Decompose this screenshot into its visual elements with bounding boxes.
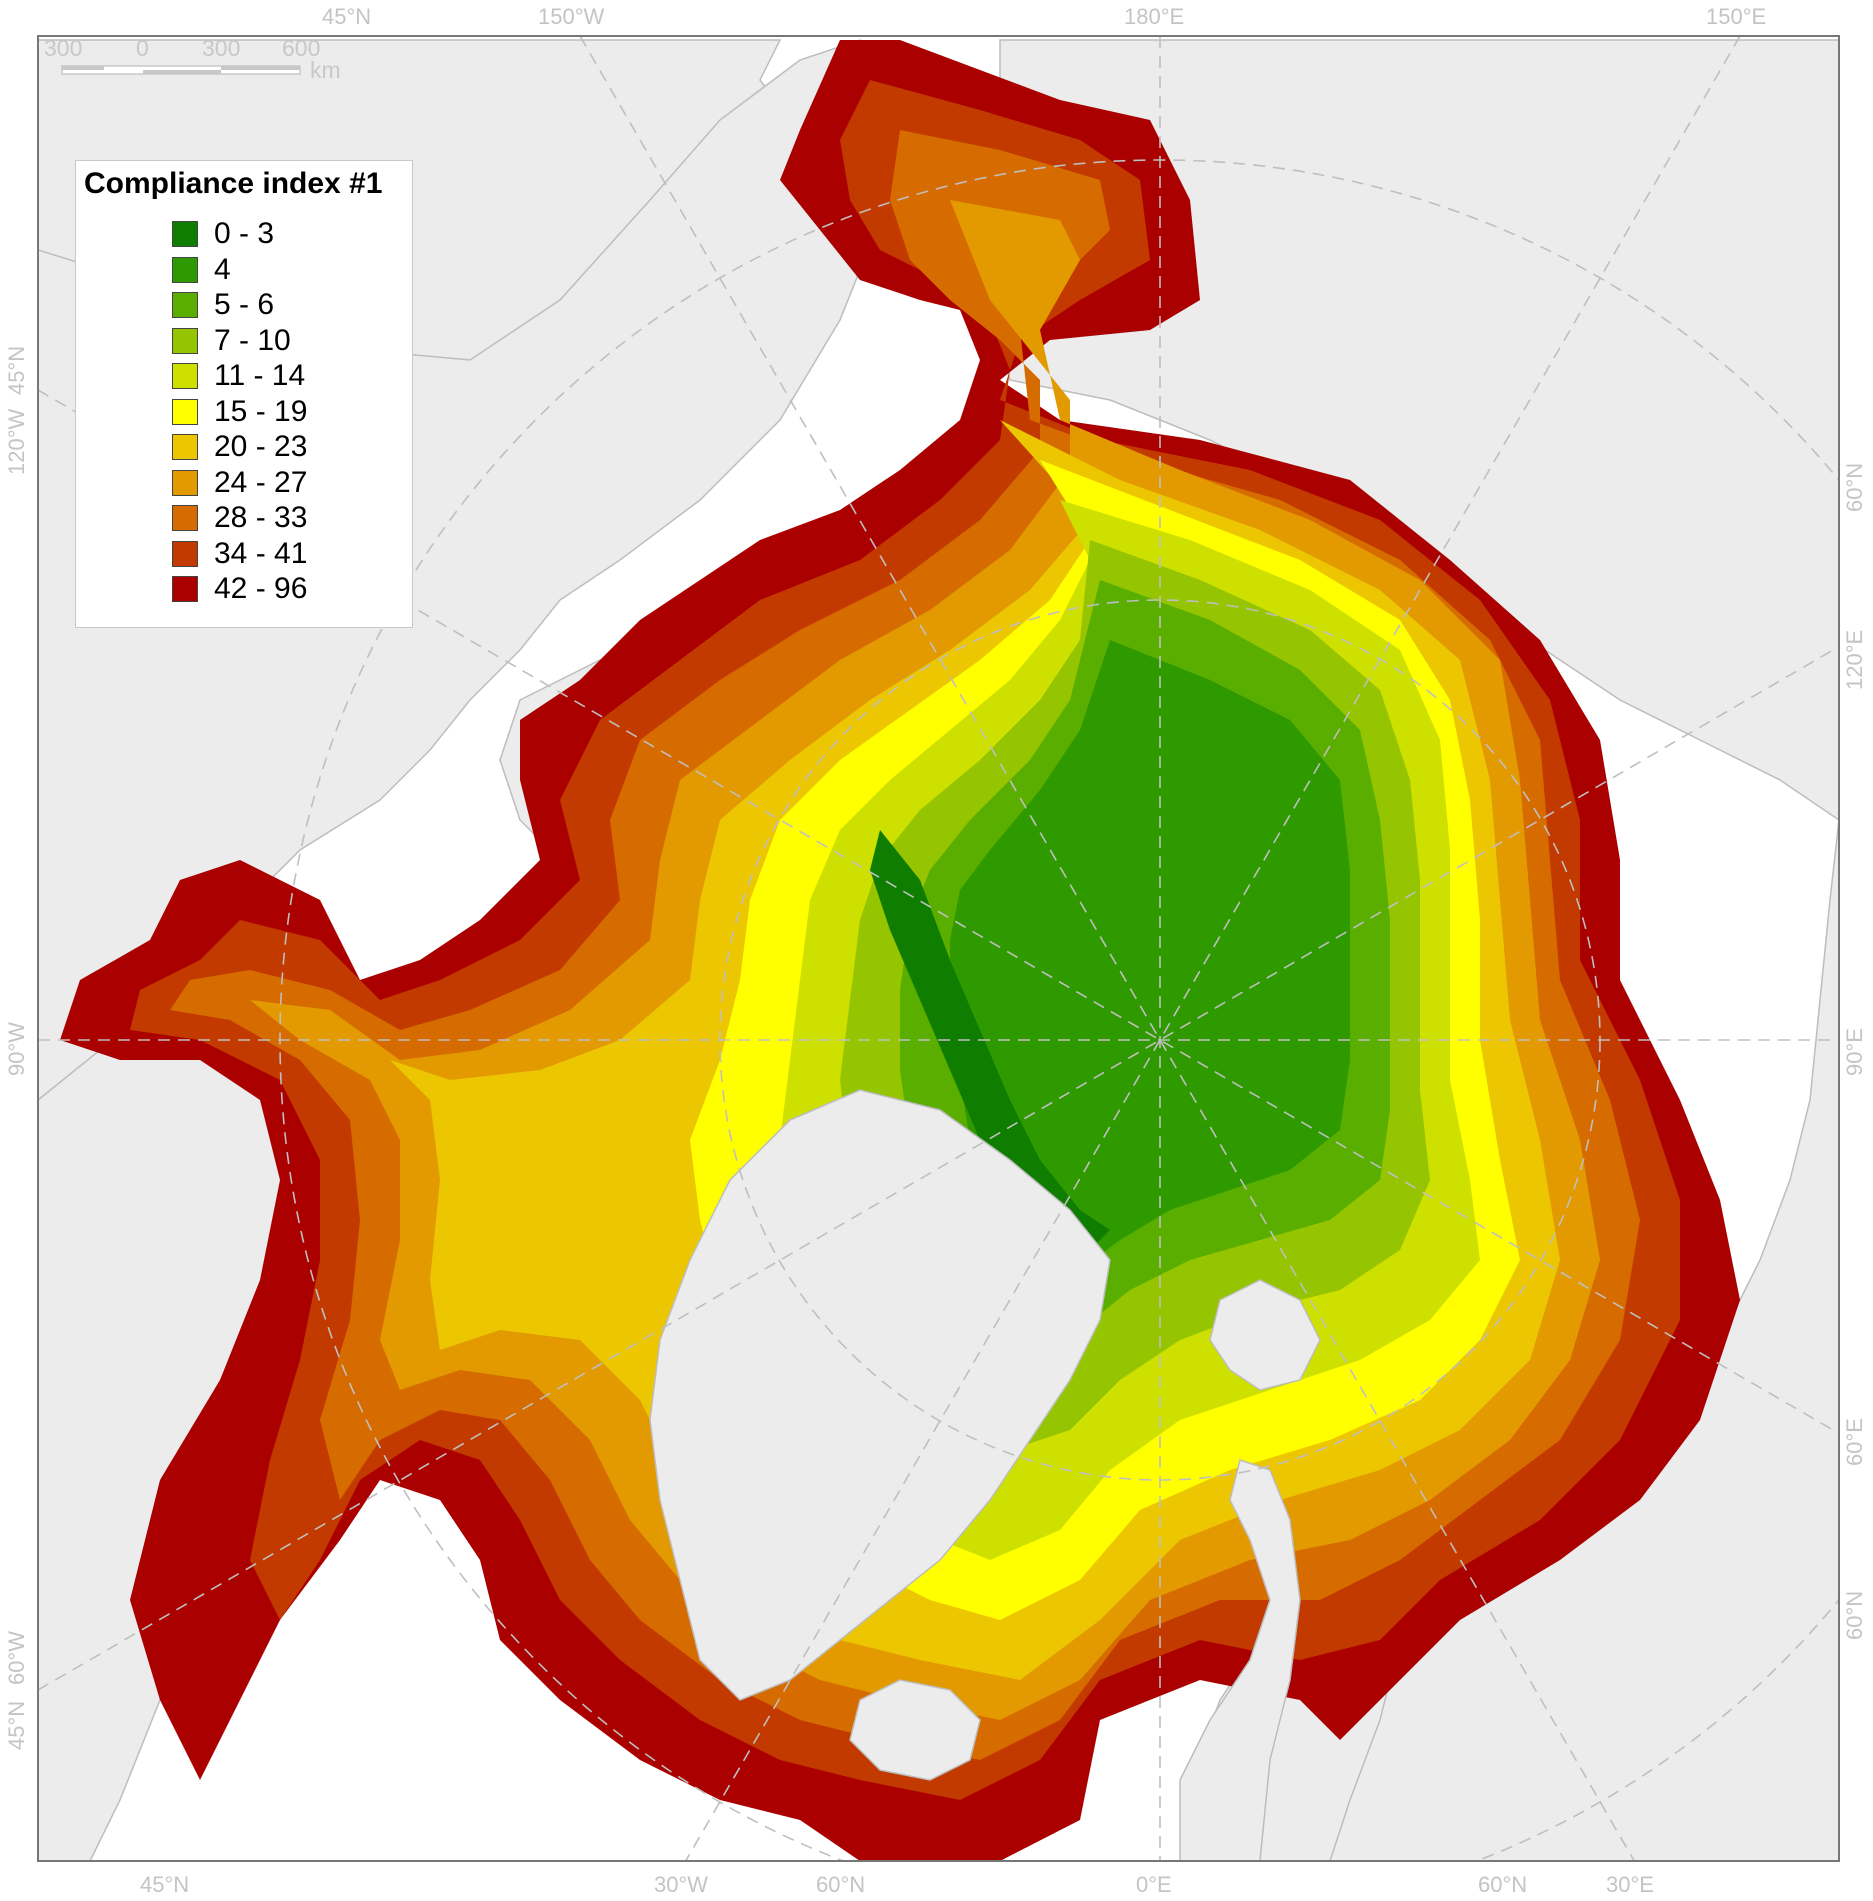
grid-label-left-5: 60°W <box>4 1631 29 1685</box>
legend-item: 0 - 3 <box>172 217 274 251</box>
legend-swatch <box>172 327 198 354</box>
scale-tick-3: 300 <box>202 35 240 61</box>
legend-swatch <box>172 434 198 460</box>
grid-label-right-1: 60°N <box>1842 463 1867 512</box>
legend-item: 28 - 33 <box>172 501 307 535</box>
grid-label-bottom-1: 45°N <box>140 1872 189 1897</box>
legend-label: 5 - 6 <box>214 288 275 321</box>
scale-tick-2: 0 <box>136 35 149 61</box>
grid-label-right-2: 120°E <box>1842 630 1867 690</box>
grid-label-top-2: 150°W <box>538 4 605 29</box>
scale-tick-1: 300 <box>44 35 82 61</box>
legend-label: 42 - 96 <box>214 572 308 605</box>
greenland-overlay <box>649 1089 1111 1701</box>
legend-swatch <box>172 398 198 425</box>
grid-label-top-3: 180°E <box>1124 4 1184 29</box>
zone-class-4 <box>950 640 1350 1280</box>
legend-swatch <box>172 469 198 496</box>
legend-item: 7 - 10 <box>172 324 291 358</box>
legend-swatch <box>172 292 198 318</box>
scandinavia-overlay <box>1179 1459 1301 1861</box>
legend-swatch <box>172 576 198 602</box>
legend-item: 34 - 41 <box>172 537 307 571</box>
legend-item: 42 - 96 <box>172 572 307 606</box>
grid-label-bottom-5: 60°N <box>1478 1872 1527 1897</box>
iceland-overlay <box>849 1679 981 1781</box>
grid-label-left-1: 45°N <box>4 346 29 395</box>
legend-item: 20 - 23 <box>172 430 307 464</box>
svalbard-overlay <box>1209 1279 1321 1391</box>
map-frame <box>37 35 1840 1862</box>
legend-label: 0 - 3 <box>214 217 275 250</box>
legend-label: 28 - 33 <box>214 501 308 534</box>
grid-label-right-4: 60°E <box>1842 1418 1867 1466</box>
scale-bar: 300 0 300 600 km <box>44 35 341 83</box>
compliance-raster <box>60 40 1740 1861</box>
zone-class-0-3 <box>870 830 1110 1250</box>
legend-label: 24 - 27 <box>214 465 308 499</box>
legend-item: 24 - 27 <box>172 466 307 500</box>
legend-label: 20 - 23 <box>214 430 308 463</box>
grid-label-bottom-3: 60°N <box>816 1872 865 1897</box>
legend-label: 7 - 10 <box>214 323 291 357</box>
legend-swatch <box>172 256 198 283</box>
legend-swatch <box>172 540 198 567</box>
grid-label-bottom-4: 0°E <box>1136 1872 1172 1897</box>
legend-swatch <box>172 505 198 531</box>
grid-label-bottom-6: 30°E <box>1606 1872 1654 1897</box>
legend-item: 11 - 14 <box>172 359 305 393</box>
legend-swatch <box>172 363 198 389</box>
grid-label-bottom-2: 30°W <box>654 1872 708 1897</box>
graticule-lines <box>38 36 1839 1861</box>
grid-label-top-4: 150°E <box>1706 4 1766 29</box>
legend-label: 15 - 19 <box>214 394 308 428</box>
legend-item: 5 - 6 <box>172 288 274 322</box>
legend-item: 4 <box>172 253 231 287</box>
grid-label-left-2: 120°W <box>4 408 29 475</box>
legend-label: 4 <box>214 252 231 286</box>
legend-swatch <box>172 221 198 247</box>
scale-tick-4: 600 <box>282 35 320 61</box>
legend-label: 11 - 14 <box>214 359 306 392</box>
legend-title: Compliance index #1 <box>84 167 383 200</box>
grid-label-top-1: 45°N <box>322 4 371 29</box>
grid-label-left-3: 90°W <box>4 1022 29 1076</box>
scale-unit: km <box>310 57 341 83</box>
grid-label-left-4: 45°N <box>4 1701 29 1750</box>
grid-label-right-5: 60°N <box>1842 1591 1867 1640</box>
legend-label: 34 - 41 <box>214 536 308 570</box>
legend-item: 15 - 19 <box>172 395 307 429</box>
grid-label-right-3: 90°E <box>1842 1028 1867 1076</box>
